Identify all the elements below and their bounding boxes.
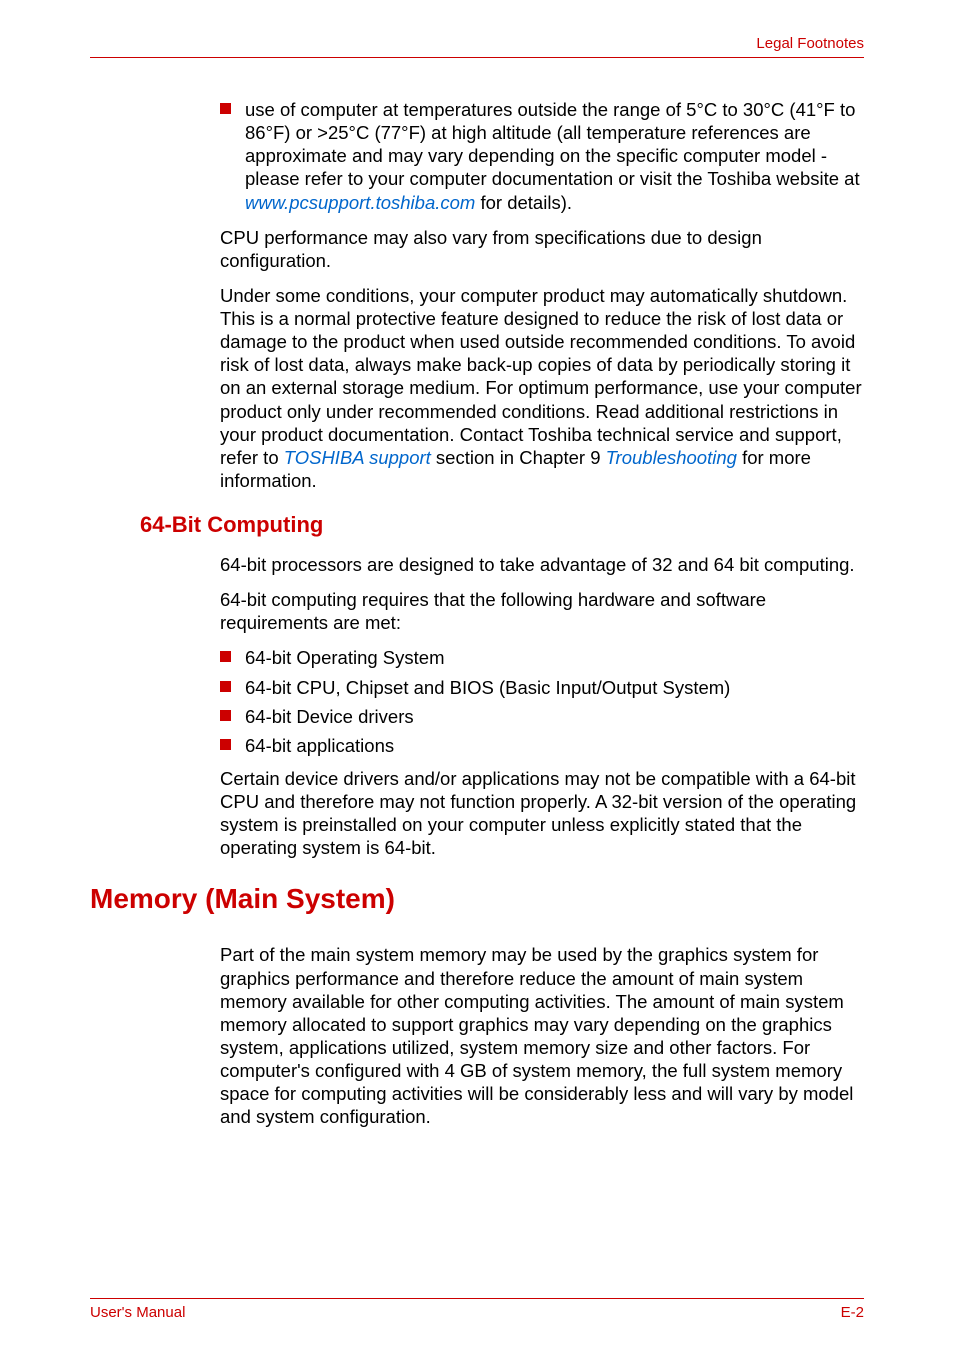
external-link[interactable]: www.pcsupport.toshiba.com — [245, 192, 475, 213]
text-fragment: section in Chapter 9 — [431, 447, 606, 468]
square-bullet-icon — [220, 710, 231, 721]
text-fragment: for details). — [475, 192, 572, 213]
text-fragment: Under some conditions, your computer pro… — [220, 285, 862, 468]
content-area: use of computer at temperatures outside … — [220, 98, 864, 492]
content-area: 64-bit processors are designed to take a… — [220, 553, 864, 859]
paragraph: Part of the main system memory may be us… — [220, 943, 864, 1128]
bullet-text: 64-bit applications — [245, 734, 394, 757]
heading-memory-main-system: Memory (Main System) — [90, 883, 864, 915]
content-area: Part of the main system memory may be us… — [220, 943, 864, 1128]
bullet-list: 64-bit Operating System 64-bit CPU, Chip… — [220, 646, 864, 757]
paragraph: Under some conditions, your computer pro… — [220, 284, 864, 492]
bullet-item: 64-bit applications — [220, 734, 864, 757]
footer-rule — [90, 1298, 864, 1299]
cross-reference-link[interactable]: Troubleshooting — [606, 447, 737, 468]
bullet-text: use of computer at temperatures outside … — [245, 98, 864, 214]
square-bullet-icon — [220, 681, 231, 692]
cross-reference-link[interactable]: TOSHIBA support — [284, 447, 431, 468]
paragraph: 64-bit processors are designed to take a… — [220, 553, 864, 576]
square-bullet-icon — [220, 651, 231, 662]
header-section-title: Legal Footnotes — [90, 35, 864, 57]
square-bullet-icon — [220, 739, 231, 750]
paragraph: CPU performance may also vary from speci… — [220, 226, 864, 272]
square-bullet-icon — [220, 103, 231, 114]
bullet-item: 64-bit CPU, Chipset and BIOS (Basic Inpu… — [220, 676, 864, 699]
header-rule — [90, 57, 864, 58]
page-footer: User's Manual E-2 — [90, 1298, 864, 1321]
bullet-text: 64-bit Operating System — [245, 646, 444, 669]
bullet-item: use of computer at temperatures outside … — [220, 98, 864, 214]
text-fragment: use of computer at temperatures outside … — [245, 99, 860, 189]
footer-left-label: User's Manual — [90, 1304, 185, 1321]
page: Legal Footnotes use of computer at tempe… — [0, 0, 954, 1351]
heading-64bit-computing: 64-Bit Computing — [140, 512, 864, 538]
bullet-item: 64-bit Device drivers — [220, 705, 864, 728]
footer-page-number: E-2 — [841, 1304, 864, 1321]
paragraph: 64-bit computing requires that the follo… — [220, 588, 864, 634]
footer-row: User's Manual E-2 — [90, 1304, 864, 1321]
bullet-text: 64-bit CPU, Chipset and BIOS (Basic Inpu… — [245, 676, 730, 699]
bullet-item: 64-bit Operating System — [220, 646, 864, 669]
paragraph: Certain device drivers and/or applicatio… — [220, 767, 864, 860]
bullet-text: 64-bit Device drivers — [245, 705, 414, 728]
